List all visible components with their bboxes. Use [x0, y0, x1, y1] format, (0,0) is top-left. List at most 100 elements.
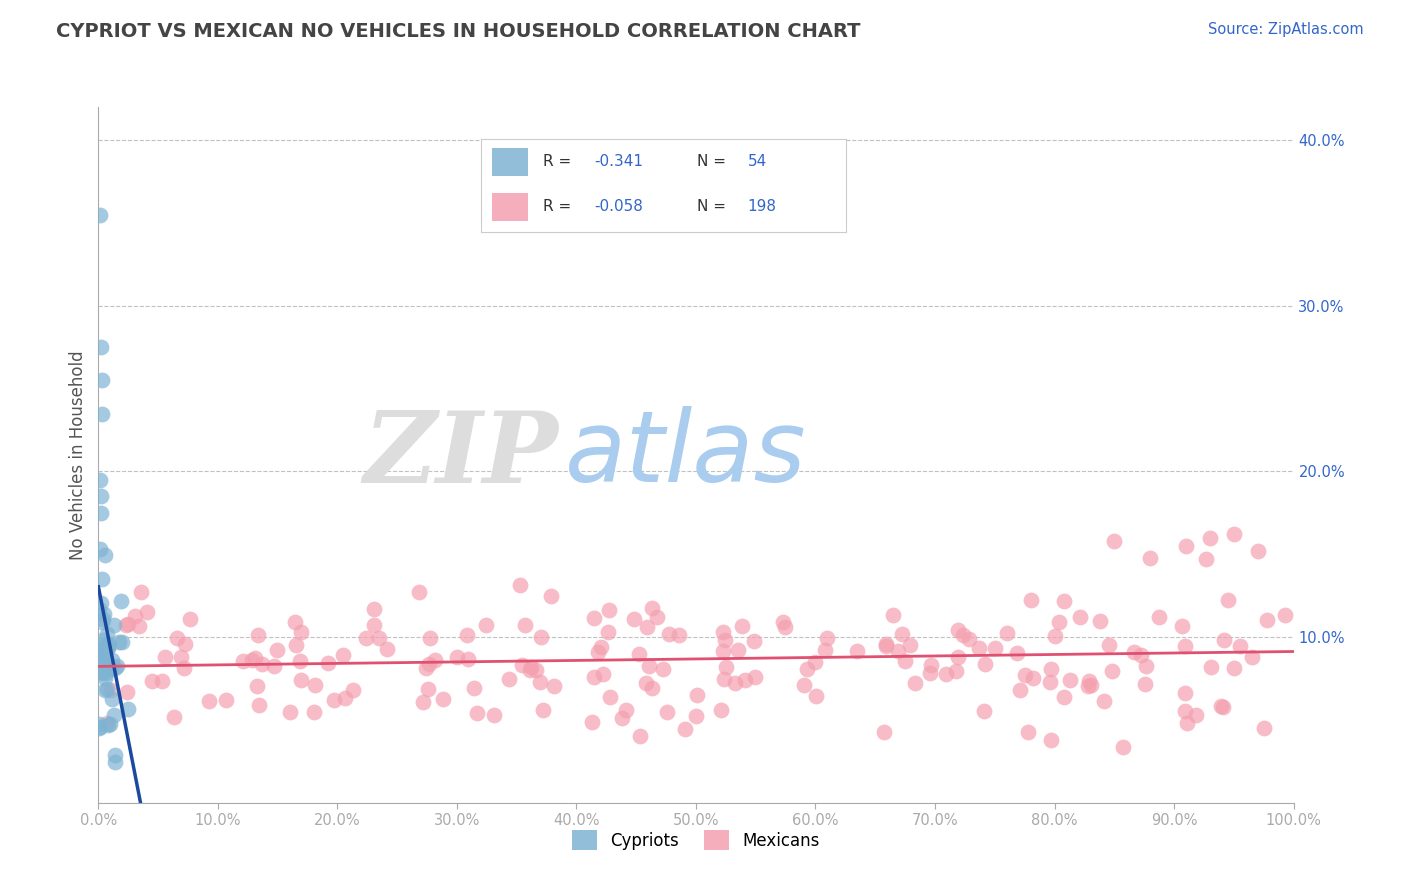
- Point: [1170, 619, 1192, 633]
- Point: [91, 407, 114, 421]
- Point: [290, 624, 312, 639]
- Point: [530, 630, 553, 644]
- Point: [97, 638, 120, 652]
- Point: [1053, 690, 1076, 705]
- Point: [519, 663, 541, 677]
- Point: [89, 208, 111, 222]
- Point: [89, 657, 111, 672]
- Point: [519, 660, 541, 674]
- Point: [724, 675, 747, 690]
- Text: ZIP: ZIP: [364, 407, 558, 503]
- Point: [304, 678, 326, 692]
- Point: [651, 662, 673, 676]
- Point: [117, 617, 139, 632]
- Point: [89, 638, 111, 652]
- Point: [543, 679, 565, 693]
- Point: [1077, 674, 1099, 689]
- Point: [90, 596, 112, 610]
- Point: [153, 649, 176, 664]
- Point: [804, 689, 827, 703]
- Point: [456, 628, 478, 642]
- Point: [1039, 662, 1062, 676]
- Point: [98, 637, 121, 651]
- Point: [1240, 650, 1263, 665]
- Point: [117, 702, 139, 716]
- Point: [89, 643, 111, 657]
- Point: [533, 703, 555, 717]
- Point: [1059, 673, 1081, 687]
- Point: [969, 641, 991, 656]
- Point: [1101, 664, 1123, 678]
- Point: [586, 645, 609, 659]
- Point: [89, 542, 111, 557]
- Point: [945, 664, 967, 678]
- Point: [323, 693, 346, 707]
- Point: [592, 667, 614, 681]
- Point: [1195, 552, 1218, 566]
- Point: [457, 652, 479, 666]
- Point: [246, 679, 269, 693]
- Point: [418, 682, 440, 697]
- Point: [815, 632, 838, 646]
- Text: 54: 54: [748, 153, 766, 169]
- Point: [793, 678, 815, 692]
- Point: [710, 703, 733, 717]
- Point: [432, 692, 454, 706]
- Point: [583, 670, 606, 684]
- Point: [596, 625, 619, 640]
- Point: [247, 698, 270, 712]
- Point: [266, 643, 288, 657]
- Point: [110, 594, 132, 608]
- Point: [647, 609, 669, 624]
- Point: [1175, 716, 1198, 731]
- Point: [599, 690, 621, 705]
- Point: [894, 654, 917, 668]
- Text: N =: N =: [696, 153, 730, 169]
- Point: [1092, 694, 1115, 708]
- Point: [1216, 593, 1239, 607]
- Point: [713, 672, 735, 686]
- Point: [952, 627, 974, 641]
- Point: [368, 632, 391, 646]
- Point: [946, 649, 969, 664]
- Point: [104, 748, 127, 763]
- Point: [170, 649, 193, 664]
- Point: [658, 627, 681, 641]
- Point: [1077, 679, 1099, 693]
- Point: [285, 638, 308, 652]
- Point: [509, 578, 531, 592]
- Point: [91, 632, 114, 647]
- Point: [1053, 594, 1076, 608]
- Point: [463, 681, 485, 695]
- Point: [240, 653, 263, 667]
- Point: [90, 665, 112, 680]
- Point: [638, 658, 661, 673]
- Point: [1022, 671, 1045, 685]
- Point: [115, 685, 138, 699]
- Point: [1039, 733, 1062, 747]
- Point: [804, 656, 827, 670]
- Point: [246, 628, 269, 642]
- Point: [1043, 629, 1066, 643]
- Point: [100, 683, 122, 698]
- Point: [91, 373, 114, 387]
- Point: [415, 661, 437, 675]
- Point: [363, 602, 385, 616]
- Point: [524, 663, 547, 677]
- Point: [475, 617, 498, 632]
- Point: [1256, 613, 1278, 627]
- Point: [197, 693, 219, 707]
- Text: N =: N =: [696, 199, 730, 213]
- Point: [1047, 615, 1070, 629]
- Point: [98, 661, 121, 675]
- Point: [90, 489, 112, 503]
- Point: [920, 666, 942, 681]
- Bar: [492, 193, 529, 221]
- Point: [89, 716, 111, 731]
- Point: [93, 657, 115, 671]
- Point: [589, 640, 612, 654]
- Point: [1139, 550, 1161, 565]
- Point: [94, 665, 117, 680]
- Text: Source: ZipAtlas.com: Source: ZipAtlas.com: [1208, 22, 1364, 37]
- Point: [641, 600, 664, 615]
